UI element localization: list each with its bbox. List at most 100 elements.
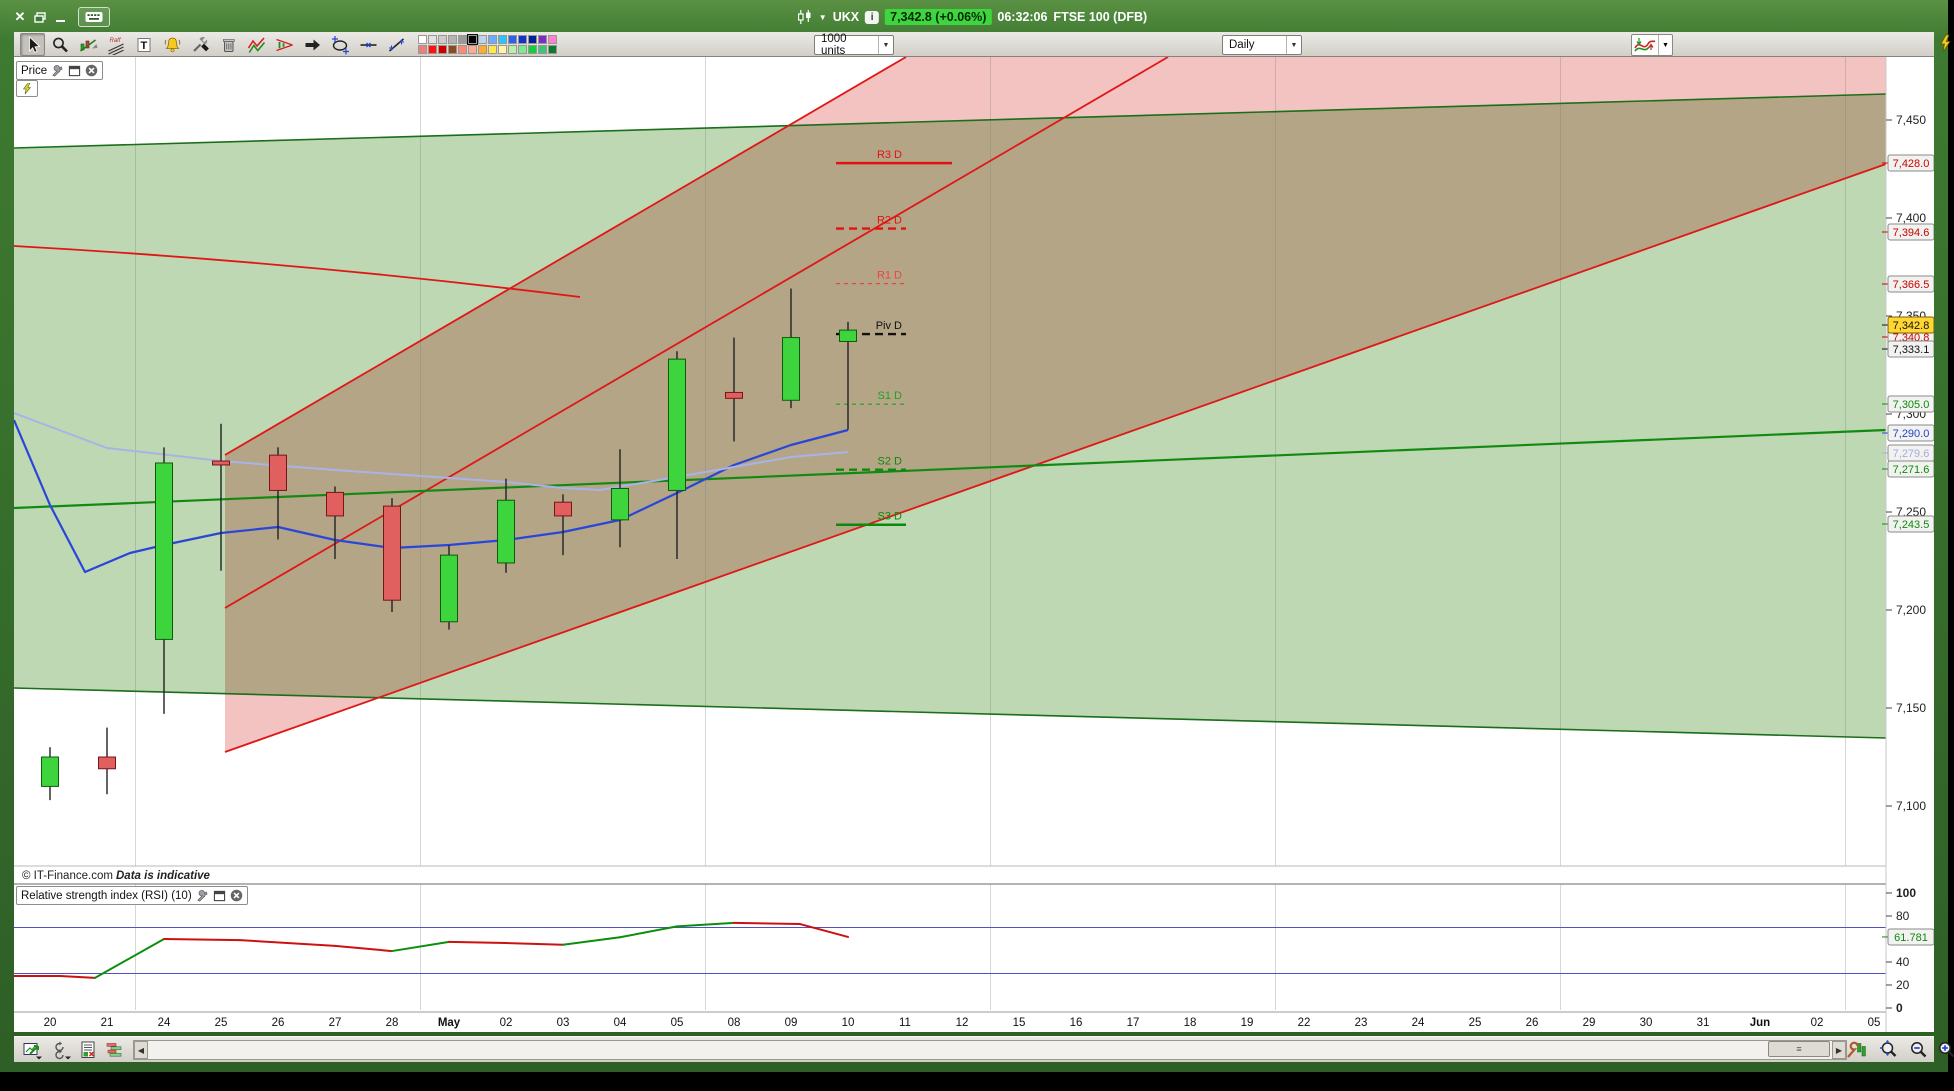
ellipse-tool[interactable] <box>328 33 353 56</box>
candle-02[interactable] <box>497 478 515 573</box>
palette-color[interactable] <box>478 35 487 44</box>
zigzag-tool[interactable] <box>244 33 269 56</box>
palette-color[interactable] <box>438 45 447 54</box>
palette-color[interactable] <box>428 45 437 54</box>
wrench-icon[interactable] <box>51 64 64 77</box>
window-icon[interactable] <box>213 890 226 902</box>
candle-28[interactable] <box>383 498 401 612</box>
close-icon[interactable] <box>230 889 243 902</box>
palette-color[interactable] <box>508 45 517 54</box>
cycle-button[interactable] <box>50 1039 74 1060</box>
palette-color[interactable] <box>498 45 507 54</box>
close-window-button[interactable]: ✕ <box>14 9 26 24</box>
wrench-icon[interactable] <box>196 889 209 902</box>
close-icon[interactable] <box>85 64 98 77</box>
palette-color[interactable] <box>448 35 457 44</box>
axis-price-tag: 61.781 <box>1882 928 1934 946</box>
palette-color[interactable] <box>478 45 487 54</box>
candle-21[interactable] <box>98 727 116 795</box>
red-channel-lower-line[interactable] <box>224 163 1887 753</box>
palette-color[interactable] <box>518 35 527 44</box>
pattern-tool[interactable] <box>272 33 297 56</box>
palette-color[interactable] <box>458 35 467 44</box>
settings-tool[interactable] <box>188 33 213 56</box>
candle-24[interactable] <box>155 447 173 714</box>
palette-color[interactable] <box>458 45 467 54</box>
report-button[interactable] <box>76 1039 100 1060</box>
green-channel-bottom-line[interactable] <box>14 687 1887 739</box>
palette-color[interactable] <box>438 35 447 44</box>
units-dropdown[interactable]: 1000 units ▼ <box>814 33 894 57</box>
candle-09[interactable] <box>782 288 800 409</box>
palette-color[interactable] <box>518 45 527 54</box>
ma-lavender-line[interactable] <box>14 412 849 491</box>
red-channel-upper-line[interactable] <box>224 57 907 456</box>
restore-window-button[interactable] <box>30 8 50 26</box>
quick-trade-bolt-icon[interactable] <box>1938 34 1952 59</box>
segment-tool[interactable] <box>356 33 381 56</box>
candle-04[interactable] <box>611 449 629 548</box>
candle-03[interactable] <box>554 494 572 556</box>
style-settings-button[interactable] <box>1844 1039 1868 1060</box>
red-curve-line[interactable] <box>14 245 581 298</box>
export-chart-button[interactable] <box>20 1039 44 1060</box>
zoom-in-button[interactable] <box>1934 1039 1954 1060</box>
scroll-left-button[interactable]: ◀ <box>134 1041 148 1059</box>
minimize-window-button[interactable] <box>50 8 70 26</box>
market-depth-button[interactable] <box>102 1039 126 1060</box>
svg-text:7,243.5: 7,243.5 <box>1893 519 1930 531</box>
candle-10[interactable] <box>839 321 857 430</box>
cursor-tool[interactable] <box>20 33 45 56</box>
indicators-button[interactable]: ▼ <box>1631 34 1673 56</box>
price-chart-canvas[interactable]: R3 D R2 D R1 D Piv D S1 D S2 D S3 D © IT-Financ… <box>14 57 1934 1032</box>
palette-color[interactable] <box>488 45 497 54</box>
annotate-chart-tool[interactable] <box>76 33 101 56</box>
candle-25[interactable] <box>212 423 230 571</box>
virtual-keyboard-button[interactable] <box>78 7 110 27</box>
alert-tool[interactable] <box>160 33 185 56</box>
palette-color[interactable] <box>448 45 457 54</box>
palette-color[interactable] <box>528 35 537 44</box>
red-channel-median-line[interactable] <box>224 57 1169 609</box>
chevron-down-icon[interactable]: ▼ <box>818 12 827 22</box>
palette-color[interactable] <box>467 34 478 45</box>
raff-channel-tool[interactable]: Raff <box>104 33 129 56</box>
scrollbar-thumb[interactable]: ≡ <box>1768 1041 1830 1057</box>
palette-color[interactable] <box>508 35 517 44</box>
zoom-free-button[interactable] <box>1876 1039 1900 1060</box>
candle-27[interactable] <box>326 486 344 560</box>
auto-trading-button[interactable] <box>16 80 38 97</box>
candle-May[interactable] <box>440 545 458 630</box>
palette-color[interactable] <box>548 45 557 54</box>
palette-color[interactable] <box>528 45 537 54</box>
candle-26[interactable] <box>269 447 287 540</box>
timeframe-dropdown[interactable]: Daily ▼ <box>1222 35 1302 55</box>
zoom-out-button[interactable] <box>1906 1039 1930 1060</box>
palette-color[interactable] <box>428 35 437 44</box>
palette-color[interactable] <box>548 35 557 44</box>
scroll-right-button[interactable]: ▶ <box>1832 1041 1846 1059</box>
copyright-text: © IT-Finance.com <box>22 870 113 882</box>
window-icon[interactable] <box>68 65 81 77</box>
candle-08[interactable] <box>725 337 743 442</box>
palette-color[interactable] <box>468 45 477 54</box>
info-icon[interactable]: i <box>865 10 880 24</box>
candle-05[interactable] <box>668 351 686 560</box>
scrollbar-track[interactable]: ≡ <box>148 1041 1832 1059</box>
text-tool[interactable]: T <box>132 33 157 56</box>
palette-color[interactable] <box>498 35 507 44</box>
candle-20[interactable] <box>41 747 59 801</box>
instrument-symbol[interactable]: UKX <box>832 10 860 24</box>
trendline-tool[interactable] <box>384 33 409 56</box>
palette-color[interactable] <box>418 35 427 44</box>
delete-tool[interactable] <box>216 33 241 56</box>
palette-color[interactable] <box>538 35 547 44</box>
zoom-tool[interactable] <box>48 33 73 56</box>
price-axis-strip[interactable] <box>1886 57 1934 1032</box>
palette-color[interactable] <box>538 45 547 54</box>
palette-color[interactable] <box>488 35 497 44</box>
arrow-tool[interactable] <box>300 33 325 56</box>
palette-color[interactable] <box>418 45 427 54</box>
green-channel-top-line[interactable] <box>14 93 1887 149</box>
horizontal-scrollbar[interactable]: ◀ ≡ ▶ <box>133 1040 1847 1060</box>
